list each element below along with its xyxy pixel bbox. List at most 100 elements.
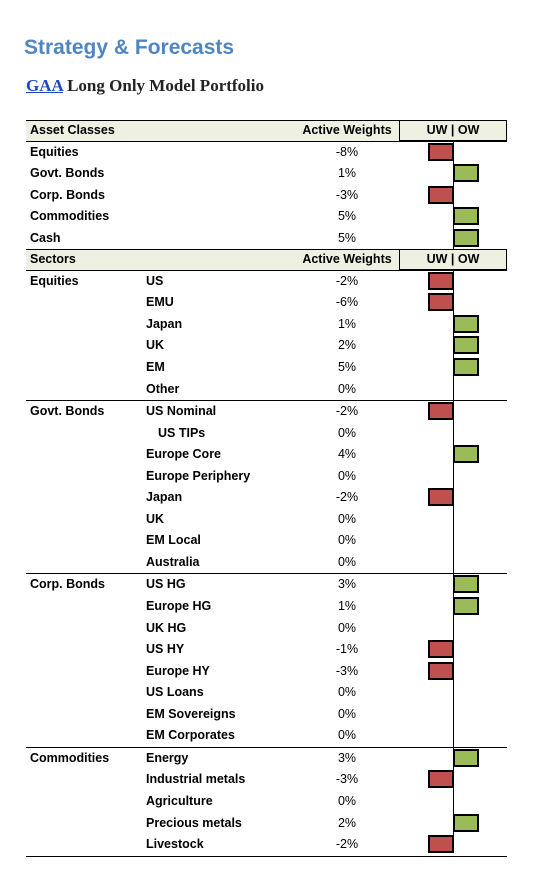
sector-row: Agriculture 0% bbox=[26, 791, 507, 813]
sector-row: Europe HY -3% bbox=[26, 661, 507, 683]
underweight-bar bbox=[427, 770, 454, 789]
underweight-bar bbox=[427, 640, 454, 659]
sector-name: Other bbox=[146, 381, 180, 396]
sector-name: EMU bbox=[146, 295, 174, 310]
sector-row: Precious metals 2% bbox=[26, 813, 507, 835]
sector-name: Energy bbox=[146, 750, 189, 765]
sector-name: Agriculture bbox=[146, 793, 213, 808]
asset-row: Govt. Bonds 1% bbox=[26, 163, 507, 185]
sector-name: Japan bbox=[146, 316, 183, 331]
sector-active-weight: 2% bbox=[337, 815, 357, 830]
asset-row: Equities -8% bbox=[26, 142, 507, 164]
sector-row: EM Sovereigns 0% bbox=[26, 704, 507, 726]
sector-row: Japan 1% bbox=[26, 314, 507, 336]
sector-name: Industrial metals bbox=[146, 772, 246, 787]
sector-row: Europe Core 4% bbox=[26, 444, 507, 466]
sector-group-name: Commodities bbox=[30, 750, 110, 765]
sector-header: Sectors Active Weights UW | OW bbox=[26, 248, 507, 271]
sector-active-weight: 0% bbox=[337, 468, 357, 483]
sector-name: EM Corporates bbox=[146, 728, 235, 743]
sector-name: US HY bbox=[146, 642, 185, 657]
sector-row: Japan -2% bbox=[26, 487, 507, 509]
sector-row: Other 0% bbox=[26, 379, 507, 401]
header-active-weights: Active Weights bbox=[302, 252, 392, 267]
sector-row: UK 2% bbox=[26, 335, 507, 357]
page-title: Strategy & Forecasts bbox=[24, 36, 235, 59]
overweight-bar bbox=[452, 314, 479, 333]
sector-active-weight: 0% bbox=[337, 425, 357, 440]
overweight-bar bbox=[452, 207, 479, 226]
sector-row: Govt. Bonds US Nominal -2% bbox=[26, 400, 507, 423]
underweight-bar bbox=[427, 142, 454, 161]
sector-row: Industrial metals -3% bbox=[26, 769, 507, 791]
gaa-link[interactable]: GAA bbox=[26, 76, 63, 95]
asset-class-name: Commodities bbox=[30, 209, 110, 224]
sector-active-weight: 3% bbox=[337, 750, 357, 765]
sector-active-weight: 3% bbox=[337, 577, 357, 592]
sector-row: Europe HG 1% bbox=[26, 596, 507, 618]
overweight-bar bbox=[452, 597, 479, 616]
sector-name: Australia bbox=[146, 554, 200, 569]
sector-name: EM Sovereigns bbox=[146, 706, 236, 721]
underweight-bar bbox=[427, 185, 454, 204]
sector-active-weight: -1% bbox=[335, 642, 359, 657]
sector-name: Europe Periphery bbox=[146, 468, 251, 483]
sector-name: Europe Core bbox=[146, 447, 222, 462]
asset-class-name: Corp. Bonds bbox=[30, 187, 105, 202]
sector-group-name: Corp. Bonds bbox=[30, 577, 105, 592]
sector-row: Equities US -2% bbox=[26, 271, 507, 293]
asset-class-name: Equities bbox=[30, 144, 79, 159]
asset-header: Asset Classes Active Weights UW | OW bbox=[26, 119, 507, 142]
header-active-weights: Active Weights bbox=[302, 123, 392, 137]
sector-row: Livestock -2% bbox=[26, 834, 507, 856]
underweight-bar bbox=[427, 661, 454, 680]
sector-name: US Nominal bbox=[146, 404, 217, 419]
header-uw-ow: UW | OW bbox=[399, 248, 507, 271]
asset-active-weight: 1% bbox=[337, 166, 357, 181]
sector-active-weight: 2% bbox=[337, 338, 357, 353]
sector-active-weight: 0% bbox=[337, 620, 357, 635]
sector-active-weight: 0% bbox=[337, 511, 357, 526]
sector-row: Commodities Energy 3% bbox=[26, 746, 507, 770]
sector-name: US Loans bbox=[146, 685, 204, 700]
sector-active-weight: 0% bbox=[337, 533, 357, 548]
sector-row: UK 0% bbox=[26, 509, 507, 531]
sector-name: UK HG bbox=[146, 620, 187, 635]
asset-row: Commodities 5% bbox=[26, 206, 507, 228]
asset-class-name: Govt. Bonds bbox=[30, 166, 105, 181]
sector-active-weight: -2% bbox=[335, 404, 359, 419]
sector-row: US HY -1% bbox=[26, 639, 507, 661]
sector-name: US HG bbox=[146, 577, 186, 592]
sector-active-weight: 4% bbox=[337, 447, 357, 462]
sector-active-weight: 0% bbox=[337, 793, 357, 808]
underweight-bar bbox=[427, 402, 454, 421]
sector-active-weight: 0% bbox=[337, 706, 357, 721]
overweight-bar bbox=[452, 336, 479, 355]
sector-active-weight: 1% bbox=[337, 599, 357, 614]
sector-row: EM 5% bbox=[26, 357, 507, 379]
sector-row: EM Corporates 0% bbox=[26, 725, 507, 747]
asset-active-weight: 5% bbox=[337, 230, 357, 245]
overweight-bar bbox=[452, 575, 479, 594]
asset-active-weight: 5% bbox=[337, 209, 357, 224]
sector-row: Europe Periphery 0% bbox=[26, 466, 507, 488]
overweight-bar bbox=[452, 228, 479, 247]
overweight-bar bbox=[452, 813, 479, 832]
asset-class-name: Cash bbox=[30, 230, 61, 245]
sector-group-name: Equities bbox=[30, 273, 79, 288]
sector-active-weight: 0% bbox=[337, 728, 357, 743]
model-portfolio-table: Asset Classes Active Weights UW | OW Equiti… bbox=[26, 119, 507, 857]
sector-active-weight: -6% bbox=[335, 295, 359, 310]
table-bottom-rule bbox=[26, 855, 507, 857]
sector-name: UK bbox=[146, 338, 165, 353]
asset-row: Corp. Bonds -3% bbox=[26, 185, 507, 207]
sector-name: UK bbox=[146, 511, 165, 526]
sector-row: Australia 0% bbox=[26, 552, 507, 574]
header-label: Sectors bbox=[30, 252, 76, 267]
underweight-bar bbox=[427, 271, 454, 290]
sector-active-weight: 5% bbox=[337, 360, 357, 375]
sector-row: EM Local 0% bbox=[26, 530, 507, 552]
sector-name: Livestock bbox=[146, 837, 204, 852]
underweight-bar bbox=[427, 835, 454, 854]
header-uw-ow: UW | OW bbox=[399, 119, 507, 142]
